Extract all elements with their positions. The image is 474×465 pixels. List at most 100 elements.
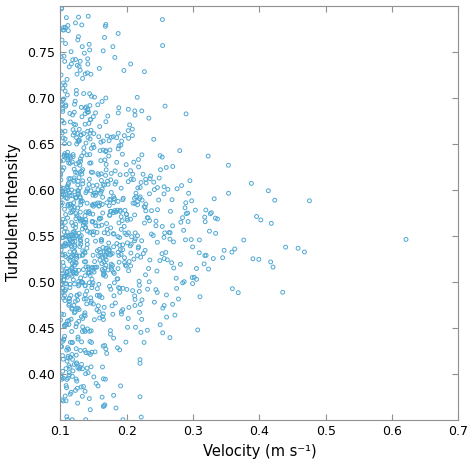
- Point: [267, 258, 274, 266]
- Point: [62, 24, 69, 31]
- Point: [64, 22, 72, 29]
- Point: [120, 132, 128, 140]
- Point: [93, 229, 101, 236]
- Point: [74, 181, 82, 189]
- Point: [84, 369, 92, 376]
- Point: [81, 218, 88, 226]
- Point: [59, 134, 67, 142]
- Point: [67, 292, 74, 299]
- Point: [79, 177, 86, 185]
- Point: [113, 275, 121, 283]
- Point: [201, 260, 208, 268]
- Point: [110, 292, 118, 299]
- Point: [109, 199, 117, 206]
- Point: [59, 338, 66, 345]
- Point: [152, 218, 160, 225]
- Point: [138, 296, 146, 304]
- Point: [73, 160, 80, 168]
- Point: [152, 222, 160, 230]
- Point: [188, 197, 195, 205]
- Point: [102, 262, 110, 269]
- Point: [56, 164, 64, 171]
- Point: [117, 382, 124, 390]
- Point: [201, 213, 209, 221]
- Point: [99, 201, 106, 208]
- Point: [77, 155, 84, 163]
- Point: [137, 413, 145, 421]
- Point: [72, 308, 79, 316]
- Point: [59, 166, 66, 174]
- Point: [69, 131, 77, 139]
- Point: [91, 264, 99, 271]
- Point: [112, 208, 119, 216]
- Point: [56, 276, 64, 284]
- Point: [96, 147, 104, 154]
- Point: [65, 302, 73, 309]
- Point: [131, 195, 138, 202]
- Point: [82, 416, 90, 423]
- Point: [149, 232, 157, 239]
- Point: [62, 101, 70, 109]
- Point: [63, 265, 71, 272]
- Point: [115, 104, 123, 112]
- Point: [60, 311, 68, 319]
- Point: [170, 264, 178, 272]
- Point: [61, 287, 69, 295]
- Point: [109, 311, 117, 318]
- Point: [86, 130, 94, 137]
- Point: [150, 179, 157, 186]
- Point: [116, 234, 123, 241]
- Point: [80, 90, 88, 97]
- Point: [101, 156, 109, 164]
- Point: [76, 66, 84, 74]
- Point: [83, 199, 91, 207]
- Point: [99, 209, 107, 217]
- Point: [74, 296, 82, 304]
- Point: [90, 200, 97, 208]
- Point: [93, 263, 100, 271]
- Point: [67, 253, 74, 261]
- Point: [95, 171, 102, 179]
- Point: [116, 206, 124, 214]
- Point: [163, 313, 170, 321]
- Point: [107, 208, 114, 215]
- Point: [67, 200, 74, 208]
- Point: [75, 137, 82, 144]
- Point: [80, 149, 88, 156]
- Point: [111, 167, 119, 174]
- Point: [68, 60, 75, 68]
- Point: [102, 160, 110, 168]
- Point: [121, 229, 128, 237]
- Point: [75, 214, 83, 222]
- Point: [90, 231, 97, 239]
- Point: [60, 272, 68, 280]
- Point: [57, 127, 64, 135]
- Point: [83, 287, 91, 295]
- Point: [84, 269, 92, 276]
- Point: [82, 349, 90, 356]
- Point: [58, 288, 66, 295]
- Point: [77, 199, 84, 206]
- Point: [66, 240, 73, 247]
- Point: [105, 153, 112, 160]
- Point: [135, 245, 142, 252]
- Point: [160, 183, 168, 191]
- Point: [90, 300, 97, 308]
- Point: [87, 294, 94, 301]
- Point: [65, 321, 73, 328]
- Point: [85, 269, 93, 277]
- Point: [58, 251, 66, 259]
- Point: [131, 237, 138, 245]
- Point: [80, 221, 87, 229]
- Point: [62, 219, 69, 226]
- Point: [116, 285, 124, 292]
- Point: [81, 326, 88, 334]
- Point: [60, 294, 67, 302]
- Point: [137, 179, 145, 186]
- Point: [70, 166, 78, 173]
- Point: [71, 243, 79, 250]
- Point: [65, 255, 73, 262]
- Point: [77, 194, 84, 202]
- Point: [118, 217, 126, 225]
- Point: [56, 219, 64, 227]
